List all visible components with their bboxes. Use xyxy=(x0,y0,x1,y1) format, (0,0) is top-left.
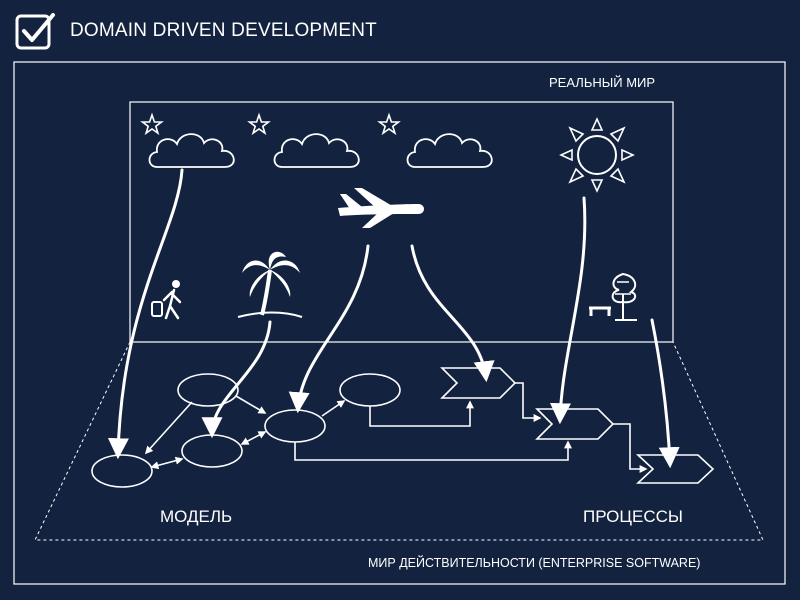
reality-floor xyxy=(34,341,764,541)
process-step xyxy=(635,454,715,484)
star-icon xyxy=(247,112,271,136)
outer-frame xyxy=(13,61,786,585)
page-title: DOMAIN DRIVEN DEVELOPMENT xyxy=(70,20,377,41)
model-link xyxy=(321,400,346,417)
mapping-arrow xyxy=(107,168,184,460)
airplane-icon xyxy=(338,188,424,228)
mapping-arrow xyxy=(201,320,272,439)
model-label: МОДЕЛЬ xyxy=(160,507,232,526)
cloud-icon xyxy=(406,133,493,168)
model-node xyxy=(181,434,243,468)
bench-tree-icon xyxy=(589,272,637,321)
traveler-icon xyxy=(151,280,182,320)
process-step xyxy=(535,408,615,440)
model-node xyxy=(91,454,153,488)
real-world-frame xyxy=(129,101,674,343)
header: DOMAIN DRIVEN DEVELOPMENT xyxy=(14,10,377,52)
mapping-arrow xyxy=(288,244,370,414)
checkbox-check-icon xyxy=(15,13,55,50)
process-link xyxy=(515,382,542,422)
cloud-icon xyxy=(148,133,235,168)
cloud-icon xyxy=(273,133,360,168)
model-link xyxy=(294,440,572,461)
model-link xyxy=(144,401,193,455)
star-icon xyxy=(377,112,401,136)
star-icon xyxy=(140,112,164,136)
processes-label: ПРОЦЕССЫ xyxy=(583,507,683,526)
mapping-arrow xyxy=(650,318,680,469)
model-node xyxy=(339,373,401,407)
model-link xyxy=(235,395,267,414)
model-node xyxy=(264,409,326,443)
reality-world-label: МИР ДЕЙСТВИТЕЛЬНОСТИ (ENTERPRISE SOFTWAR… xyxy=(368,555,700,570)
model-link xyxy=(369,400,474,427)
model-link xyxy=(150,456,184,470)
process-link xyxy=(613,423,648,473)
mapping-arrow xyxy=(410,244,495,383)
mapping-arrow xyxy=(549,196,587,425)
real-world-label: РЕАЛЬНЫЙ МИР xyxy=(549,75,655,90)
palm-tree-icon xyxy=(237,251,303,318)
process-step xyxy=(440,367,517,399)
model-node xyxy=(177,373,239,407)
sun-icon xyxy=(559,117,635,193)
model-link xyxy=(240,431,267,445)
